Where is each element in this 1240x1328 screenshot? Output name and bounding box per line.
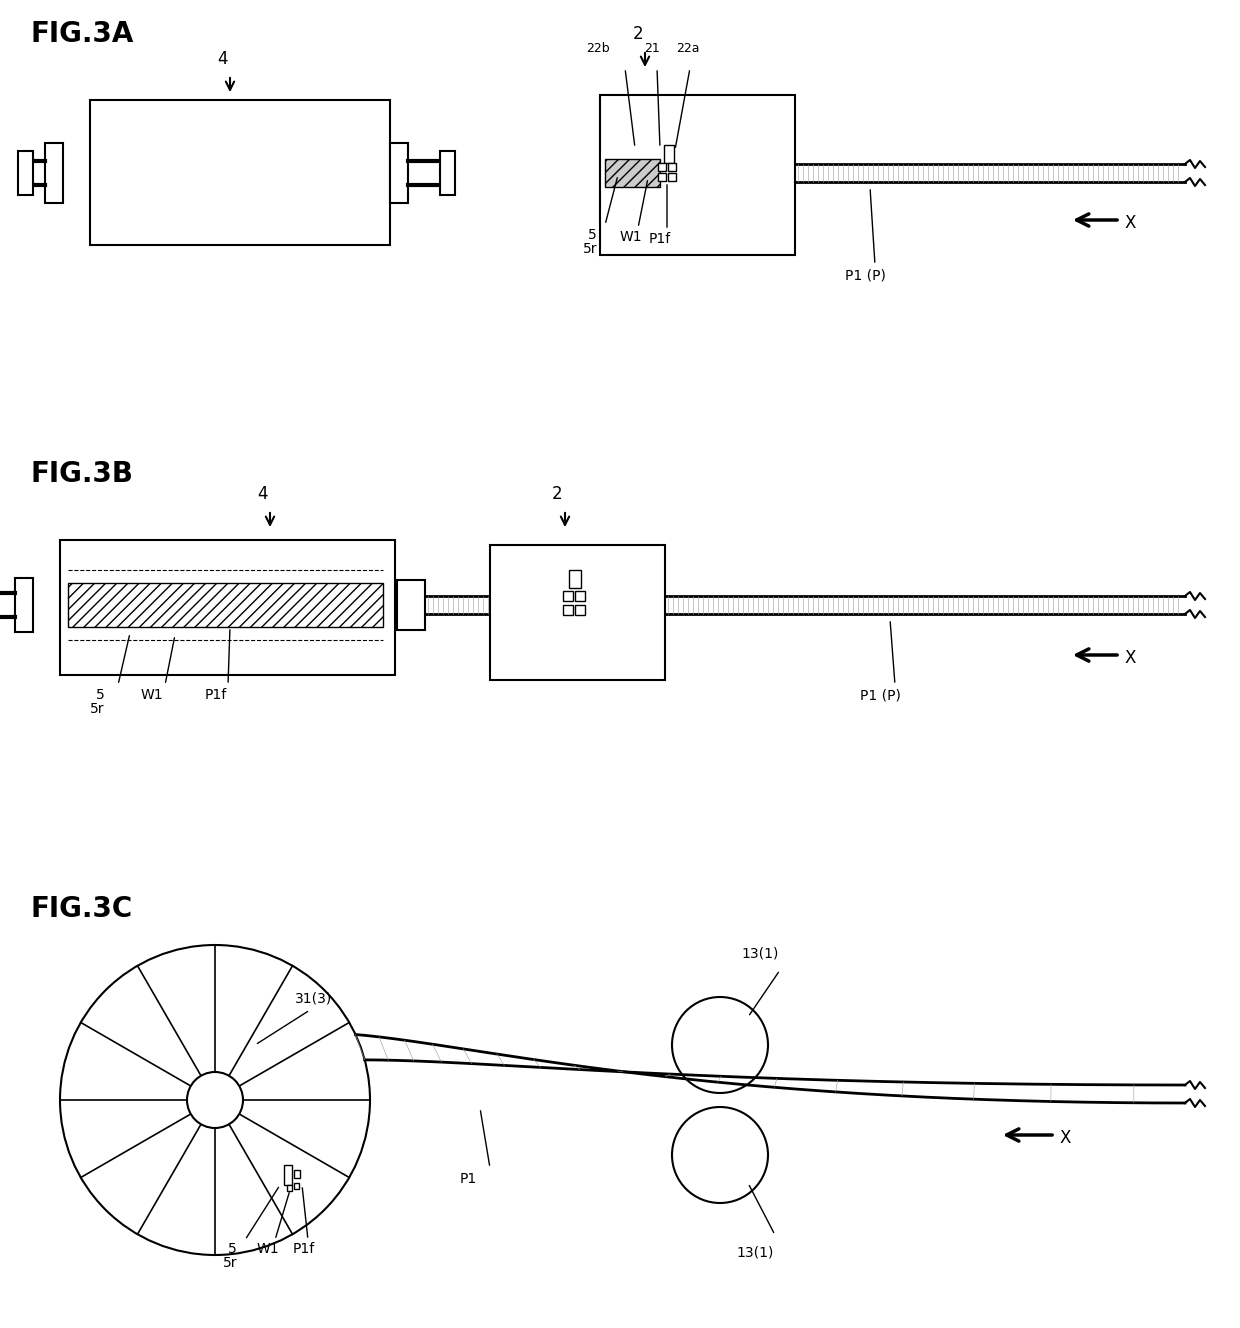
Circle shape (187, 1072, 243, 1127)
Text: X: X (1125, 214, 1136, 232)
Text: 13(1): 13(1) (742, 946, 779, 960)
Bar (391, 143, 408, 203)
Bar (294, 1170, 300, 1178)
Text: 5: 5 (95, 688, 104, 703)
Bar (605, 159, 660, 187)
Text: 21: 21 (644, 42, 660, 54)
Bar (663, 145, 675, 163)
Bar (600, 96, 795, 255)
Text: P1f: P1f (205, 688, 227, 703)
Text: W1: W1 (620, 230, 642, 244)
Text: 22b: 22b (587, 42, 610, 54)
Text: 2: 2 (552, 485, 562, 503)
Text: X: X (1060, 1129, 1071, 1147)
Text: W1: W1 (140, 688, 164, 703)
Bar (575, 591, 585, 602)
Text: FIG.3A: FIG.3A (30, 20, 134, 48)
Text: P1 (P): P1 (P) (861, 688, 901, 703)
Bar (60, 540, 396, 675)
Bar (490, 544, 665, 680)
Bar (668, 163, 676, 171)
Text: P1f: P1f (649, 232, 671, 246)
Bar (397, 580, 425, 629)
Bar (668, 173, 676, 181)
Text: P1 (P): P1 (P) (844, 268, 885, 282)
Bar (15, 578, 33, 632)
Bar (440, 151, 455, 195)
Text: FIG.3C: FIG.3C (30, 895, 133, 923)
Text: 5r: 5r (223, 1256, 237, 1270)
Text: FIG.3B: FIG.3B (30, 459, 133, 487)
Bar (658, 173, 666, 181)
Text: 5: 5 (588, 228, 596, 242)
Text: 4: 4 (257, 485, 268, 503)
Bar (91, 100, 391, 244)
Text: 31(3): 31(3) (295, 991, 332, 1005)
Bar (658, 163, 666, 171)
Bar (563, 606, 573, 615)
Text: 5: 5 (228, 1242, 237, 1256)
Bar (294, 1183, 299, 1189)
Bar (575, 606, 585, 615)
Text: W1: W1 (257, 1242, 279, 1256)
Text: 5r: 5r (89, 703, 104, 716)
Text: P1f: P1f (293, 1242, 315, 1256)
Bar (68, 583, 383, 627)
Text: 22a: 22a (676, 42, 699, 54)
Bar (286, 1185, 291, 1191)
Bar (563, 591, 573, 602)
Text: 13(1): 13(1) (737, 1246, 774, 1259)
Text: 2: 2 (632, 25, 644, 42)
Bar (45, 143, 63, 203)
Text: 5r: 5r (583, 242, 598, 256)
Text: P1: P1 (459, 1173, 476, 1186)
Text: 4: 4 (217, 50, 227, 68)
Bar (284, 1165, 291, 1185)
Bar (569, 570, 582, 588)
Text: X: X (1125, 649, 1136, 667)
Bar (19, 151, 33, 195)
